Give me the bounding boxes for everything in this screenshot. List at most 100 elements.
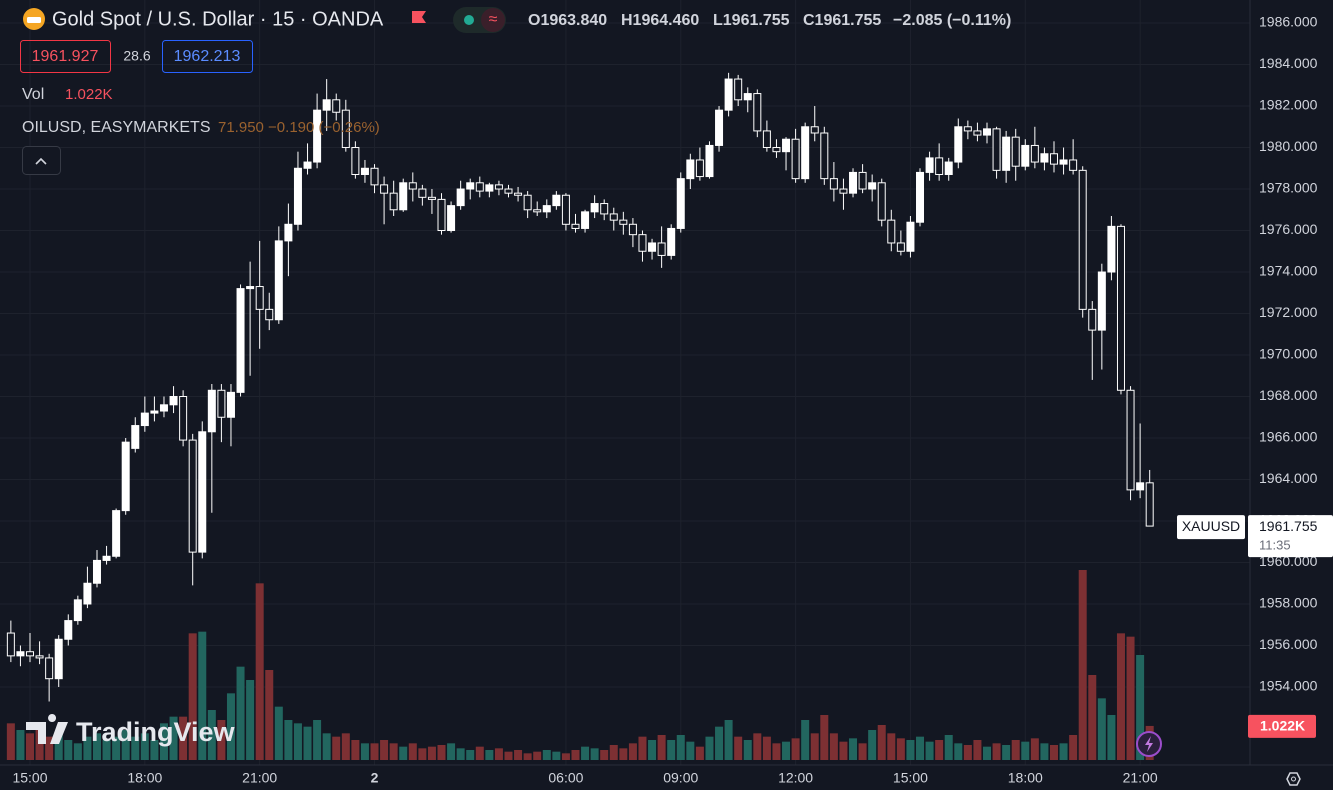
volume-bar xyxy=(399,746,408,760)
candle-body xyxy=(1116,225,1125,391)
candle-body xyxy=(820,132,829,180)
volume-bar xyxy=(609,745,618,760)
candle-body xyxy=(801,126,810,180)
x-tick-label: 21:00 xyxy=(242,770,277,786)
volume-bar xyxy=(303,726,312,760)
volume-bar xyxy=(408,743,417,760)
candle-body xyxy=(849,171,858,194)
volume-bar xyxy=(523,753,532,760)
volume-bar xyxy=(743,740,752,760)
volume-bar xyxy=(64,740,73,760)
bid-price[interactable]: 1961.927 xyxy=(32,48,99,65)
candle-body xyxy=(447,205,456,232)
volume-bar xyxy=(858,743,867,760)
volume-bar xyxy=(772,743,781,760)
candle-body xyxy=(6,632,15,657)
candle-body xyxy=(514,192,523,196)
volume-bar xyxy=(648,740,657,760)
volume-bar xyxy=(16,730,25,760)
candle-body xyxy=(686,159,695,180)
candle-body xyxy=(408,182,417,190)
candle-body xyxy=(437,198,446,232)
volume-bar xyxy=(590,748,599,760)
candle-body xyxy=(667,227,676,256)
volume-bar xyxy=(1021,741,1030,760)
candle-body xyxy=(198,431,207,553)
candle-body xyxy=(571,223,580,229)
candle-body xyxy=(54,638,63,680)
candle-body xyxy=(456,188,465,207)
y-tick-label: 1970.000 xyxy=(1259,346,1318,362)
volume-bar xyxy=(552,751,561,760)
symbol-label-box xyxy=(1177,515,1245,540)
volume-bar xyxy=(935,740,944,760)
candle-body xyxy=(657,242,666,256)
ohlc-close: C1961.755 xyxy=(803,12,881,29)
symbol-title[interactable]: Gold Spot / U.S. Dollar · 15 · OANDA xyxy=(52,8,384,30)
candle-body xyxy=(274,240,283,321)
volume-bar xyxy=(456,748,465,760)
volume-label-box xyxy=(1248,714,1316,738)
volume-bar xyxy=(514,750,523,760)
volume-bar xyxy=(829,733,838,760)
candle-body xyxy=(1030,144,1039,163)
candle-body xyxy=(322,99,331,111)
volume-bar xyxy=(734,736,743,760)
ohlc-high: H1964.460 xyxy=(621,12,699,29)
brand-logo xyxy=(26,714,68,744)
candle-body xyxy=(112,510,121,557)
status-dot xyxy=(464,15,474,25)
ask-price[interactable]: 1962.213 xyxy=(174,48,241,65)
alert-icon xyxy=(1145,736,1153,752)
candle-body xyxy=(246,286,255,290)
candle-body xyxy=(877,182,886,221)
candle-body xyxy=(73,599,82,622)
volume-bar xyxy=(370,743,379,760)
candle-body xyxy=(475,182,484,192)
volume-bar xyxy=(255,583,264,760)
volume-bar xyxy=(6,723,15,760)
volume-bar xyxy=(877,725,886,760)
x-tick-label: 06:00 xyxy=(548,770,583,786)
volume-legend[interactable]: Vol xyxy=(22,86,44,103)
indicator-name[interactable]: OILUSD, EASYMARKETS xyxy=(22,119,211,136)
volume-bar xyxy=(504,751,513,760)
candle-body xyxy=(83,582,92,605)
candle-body xyxy=(743,93,752,101)
flag-icon[interactable] xyxy=(412,11,426,23)
volume-bar xyxy=(485,750,494,760)
volume-bar xyxy=(389,743,398,760)
candle-body xyxy=(1078,169,1087,310)
candle-body xyxy=(925,157,934,173)
volume-bar xyxy=(628,743,637,760)
candle-body xyxy=(1040,153,1049,163)
volume-bar xyxy=(992,743,1001,760)
symbol-icon-bars xyxy=(27,17,41,23)
ohlc-low: L1961.755 xyxy=(713,12,790,29)
volume-bar xyxy=(188,633,197,760)
volume-bar xyxy=(313,720,322,760)
y-tick-label: 1960.000 xyxy=(1259,553,1318,569)
candle-body xyxy=(45,657,54,680)
candle-body xyxy=(159,404,168,412)
sell-button[interactable] xyxy=(20,40,111,73)
delay-icon: ≈ xyxy=(489,11,498,28)
settings-button[interactable] xyxy=(1286,772,1301,786)
volume-bar xyxy=(447,743,456,760)
ohlc-change: −2.085 (−0.11%) xyxy=(893,12,1011,29)
candle-body xyxy=(16,651,25,657)
volume-bar xyxy=(1136,655,1145,760)
volume-bar xyxy=(791,738,800,760)
volume-bar xyxy=(1107,715,1116,760)
volume-bar xyxy=(925,741,934,760)
y-tick-label: 1986.000 xyxy=(1259,14,1318,30)
volume-bar xyxy=(1078,570,1087,760)
volume-bar xyxy=(293,723,302,760)
countdown-label: 11:35 xyxy=(1259,538,1291,553)
buy-button[interactable] xyxy=(162,40,253,73)
volume-bar xyxy=(944,735,953,760)
candle-body xyxy=(351,147,360,175)
y-tick-label: 1956.000 xyxy=(1259,636,1318,652)
volume-bar xyxy=(437,745,446,760)
